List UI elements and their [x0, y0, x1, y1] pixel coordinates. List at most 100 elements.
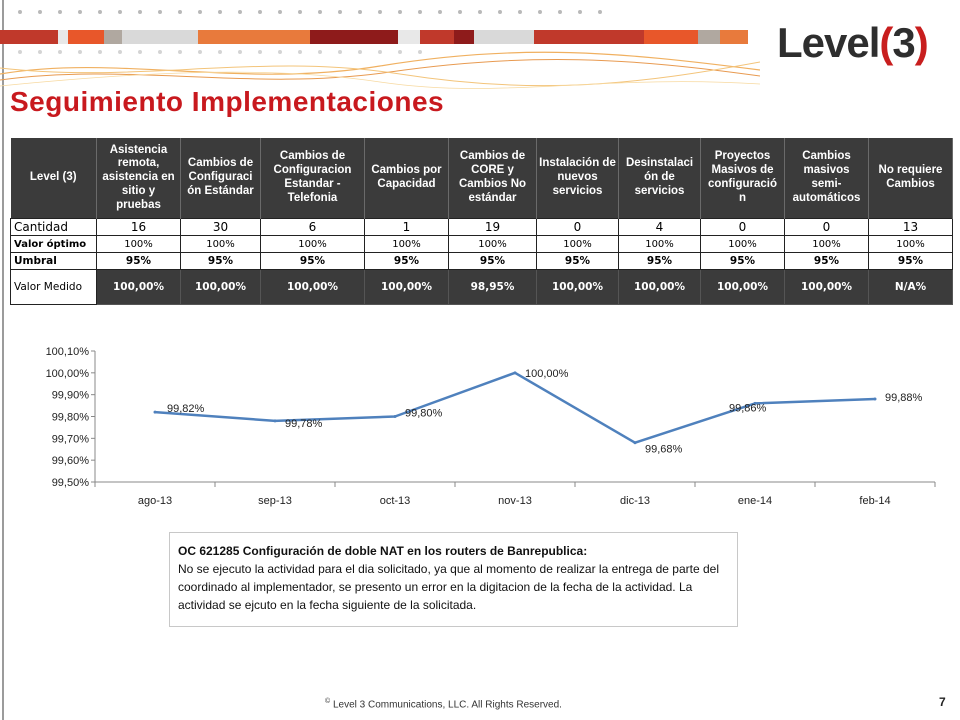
copyright-footer: © Level 3 Communications, LLC. All Right… — [325, 698, 562, 710]
decor-dot — [338, 10, 342, 14]
table-cell: 0 — [784, 218, 869, 236]
decor-dot — [18, 50, 22, 54]
column-header: Cambios de CORE y Cambios No estándar — [448, 138, 537, 219]
decor-dot — [318, 10, 322, 14]
decor-dot — [238, 10, 242, 14]
y-tick-label: 100,10% — [46, 346, 90, 358]
implementations-table: Level (3) Asistencia remota, asistencia e… — [10, 138, 953, 305]
x-tick-label: dic-13 — [620, 495, 650, 507]
data-point — [873, 397, 877, 401]
data-point — [273, 419, 277, 423]
table-cell: 4 — [618, 218, 701, 236]
table-cell: 100% — [868, 235, 953, 253]
data-label: 99,68% — [645, 444, 683, 456]
data-label: 99,78% — [285, 418, 323, 430]
data-point — [153, 410, 157, 414]
table-cell: 95% — [700, 252, 785, 270]
decor-dot — [458, 10, 462, 14]
row-label: Umbral — [10, 252, 97, 270]
table-cell: 95% — [868, 252, 953, 270]
table-cell: 95% — [180, 252, 261, 270]
logo-wordmark: Level — [777, 19, 880, 66]
decor-dot — [138, 10, 142, 14]
decor-dot — [98, 10, 102, 14]
table-row: Valor Medido 100,00% 100,00% 100,00% 100,00%… — [10, 269, 953, 305]
series-line — [154, 371, 876, 444]
table-cell: 13 — [868, 218, 953, 236]
table-cell: 100% — [364, 235, 449, 253]
decor-dot — [378, 10, 382, 14]
decor-dot — [318, 50, 322, 54]
decor-dot — [398, 50, 402, 54]
decor-dot — [278, 50, 282, 54]
decor-dot — [338, 50, 342, 54]
decor-dot — [38, 50, 42, 54]
table-row: Umbral 95% 95% 95% 95% 95% 95% 95% 95% 95% 95% — [10, 252, 953, 270]
table-cell: N/A% — [868, 269, 953, 305]
decor-dot — [78, 10, 82, 14]
table-cell: 95% — [536, 252, 619, 270]
table-cell: 100% — [448, 235, 537, 253]
decor-dot — [218, 10, 222, 14]
table-cell: 100,00% — [260, 269, 365, 305]
table-cell: 30 — [180, 218, 261, 236]
data-label: 99,82% — [167, 403, 205, 415]
decorative-wave-lines — [0, 51, 760, 89]
decor-dot — [438, 10, 442, 14]
table-cell: 1 — [364, 218, 449, 236]
table-cell: 100% — [96, 235, 181, 253]
slide-title: Seguimiento Implementaciones — [10, 86, 445, 117]
logo-paren-close: ) — [914, 19, 929, 66]
decor-dot — [178, 50, 182, 54]
table-cell: 100% — [700, 235, 785, 253]
table-cell: 95% — [784, 252, 869, 270]
data-point — [753, 401, 757, 405]
y-tick-label: 99,70% — [52, 433, 90, 445]
y-tick-label: 99,80% — [52, 412, 90, 424]
decor-dot — [498, 10, 502, 14]
decor-dot — [538, 10, 542, 14]
decor-dot — [118, 10, 122, 14]
x-tick-label: sep-13 — [258, 495, 292, 507]
decor-dot — [118, 50, 122, 54]
decor-dot — [398, 10, 402, 14]
table-cell: 95% — [364, 252, 449, 270]
incident-note: OC 621285 Configuración de doble NAT en … — [169, 532, 738, 627]
x-tick-label: feb-14 — [859, 495, 890, 507]
decor-dot — [158, 50, 162, 54]
y-tick-label: 99,90% — [52, 390, 90, 402]
table-cell: 100,00% — [180, 269, 261, 305]
table-cell: 100% — [180, 235, 261, 253]
column-header: Asistencia remota, asistencia en sitio y… — [96, 138, 181, 219]
column-header: Proyectos Masivos de configuració n — [700, 138, 785, 219]
decor-dot — [478, 10, 482, 14]
table-cell: 95% — [618, 252, 701, 270]
decor-dot — [558, 10, 562, 14]
decor-dot — [298, 10, 302, 14]
table-cell: 0 — [700, 218, 785, 236]
decor-dot — [78, 50, 82, 54]
table-cell: 0 — [536, 218, 619, 236]
data-label: 99,80% — [405, 408, 443, 420]
decor-dot — [598, 10, 602, 14]
decor-dot — [38, 10, 42, 14]
table-cell: 100% — [784, 235, 869, 253]
decor-dot — [418, 50, 422, 54]
data-label: 100,00% — [525, 368, 569, 380]
column-header: Cambios de Configuracion Estandar - Tele… — [260, 138, 365, 219]
data-label: 99,86% — [729, 402, 767, 414]
table-row: Cantidad 16 30 6 1 19 0 4 0 0 13 — [10, 218, 953, 236]
column-header: Cambios masivos semi-automáticos — [784, 138, 869, 219]
table-cell: 100,00% — [96, 269, 181, 305]
table-cell: 100,00% — [700, 269, 785, 305]
row-label: Valor óptimo — [10, 235, 97, 253]
table-cell: 100,00% — [618, 269, 701, 305]
y-tick-label: 100,00% — [46, 368, 90, 380]
table-cell: 100% — [618, 235, 701, 253]
column-header: Desinstalaci ón de servicios — [618, 138, 701, 219]
decor-dot — [198, 50, 202, 54]
decor-dot — [238, 50, 242, 54]
data-label: 99,88% — [885, 392, 923, 404]
table-cell: 100,00% — [784, 269, 869, 305]
decor-dot — [278, 10, 282, 14]
